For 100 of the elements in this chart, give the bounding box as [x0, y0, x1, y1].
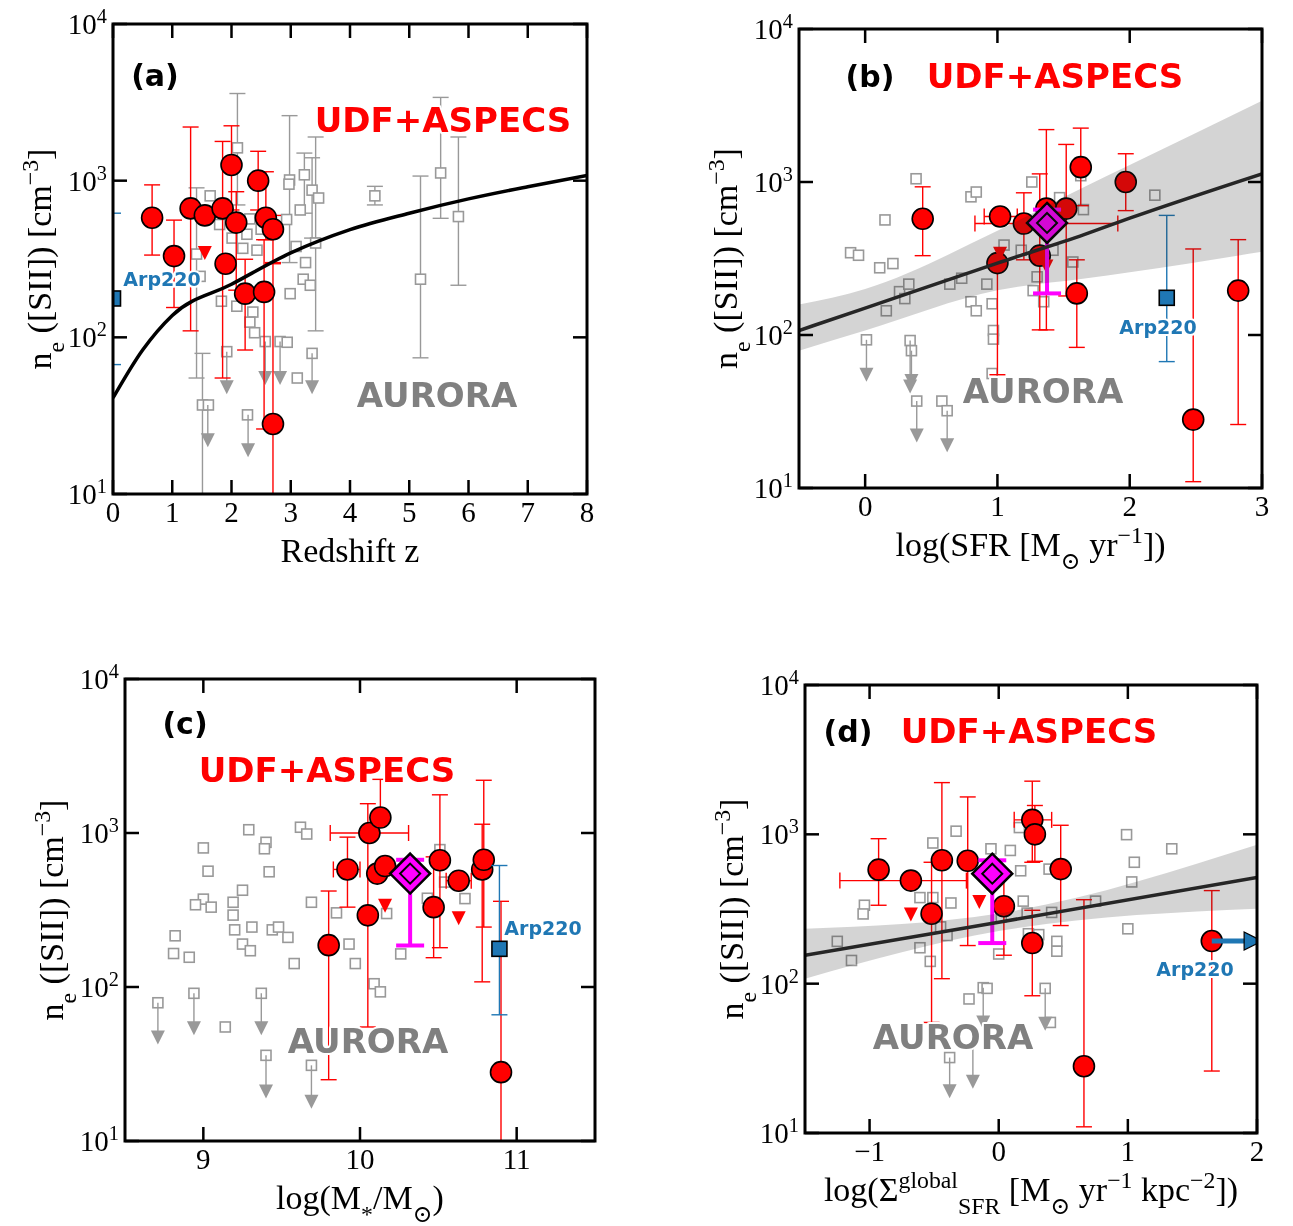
series-label: UDF+ASPECS [198, 749, 456, 790]
y-tick-label: 10$^{2}$ [753, 316, 793, 351]
x-tick-label: 10 [345, 1143, 375, 1175]
x-axis-title: log(M$_{*}$/M$_{⊙}$) [276, 1179, 444, 1226]
text: (a) [131, 57, 179, 93]
y-tick-label: 10$^{4}$ [759, 666, 799, 701]
series-label: UDF+ASPECS [314, 99, 572, 140]
point [291, 372, 304, 384]
series-label: Arp220 [504, 916, 582, 939]
point [911, 207, 934, 231]
point [261, 217, 285, 241]
x-tick-label: 0 [857, 490, 873, 522]
point [220, 153, 243, 177]
point [1004, 844, 1017, 857]
x-tick-label: 0 [991, 1135, 1006, 1167]
y-tick-label: 10$^{3}$ [67, 161, 107, 197]
y-tick-label: 10$^{1}$ [67, 475, 107, 510]
point [283, 178, 295, 190]
y-tick-label: 10$^{1}$ [759, 1114, 799, 1149]
point [248, 326, 261, 339]
point [930, 849, 954, 872]
point [273, 371, 288, 386]
point [188, 987, 200, 1000]
x-tick-label: 0 [105, 496, 121, 528]
point [255, 987, 268, 1000]
point [987, 333, 1000, 345]
point [1051, 945, 1063, 957]
point [305, 896, 318, 909]
point [988, 205, 1012, 228]
point [963, 993, 975, 1005]
point [374, 986, 387, 998]
y-tick-label: 10$^{4}$ [79, 660, 119, 695]
point [920, 902, 943, 926]
point [927, 891, 939, 904]
point [422, 895, 445, 919]
y-tick-label: 10$^{3}$ [753, 163, 793, 198]
point [306, 347, 318, 360]
point [260, 1049, 272, 1062]
point [1025, 201, 1069, 245]
point [1039, 982, 1052, 995]
point [343, 938, 355, 950]
point [981, 278, 993, 290]
point [162, 244, 186, 268]
y-tick-label: 10$^{4}$ [67, 5, 107, 40]
point [227, 896, 239, 909]
point [1031, 271, 1043, 283]
point [434, 167, 447, 179]
point [167, 947, 180, 960]
point [873, 261, 886, 274]
point [859, 367, 874, 382]
point [388, 852, 432, 895]
x-axis-title: Redshift z [280, 532, 420, 569]
point [369, 190, 381, 202]
y-tick-label: 10$^{4}$ [753, 10, 793, 45]
point [956, 849, 980, 873]
point [205, 901, 217, 913]
point [1023, 823, 1047, 846]
point [1065, 282, 1089, 305]
point [246, 921, 258, 933]
x-tick-label: −1 [854, 1135, 885, 1167]
point [304, 1094, 319, 1109]
point [190, 248, 203, 260]
point [241, 409, 254, 421]
point [236, 242, 249, 255]
point [1069, 155, 1093, 179]
point [197, 842, 210, 854]
text: log(Σ$^{global}$$_{SFR}$ [M$_{⊙}$ yr$^{−1}$ kpc$^{−2}$]) [823, 1167, 1239, 1219]
point [284, 287, 296, 300]
point [233, 282, 257, 305]
point [970, 186, 983, 198]
point [150, 1030, 165, 1045]
point [831, 935, 844, 948]
point [244, 944, 257, 957]
x-tick-label: 3 [1254, 490, 1270, 522]
point [204, 190, 216, 202]
point [903, 907, 918, 922]
x-tick-label: 2 [1249, 1135, 1265, 1167]
point [252, 280, 276, 304]
point [281, 336, 293, 349]
point [1149, 189, 1161, 201]
point [914, 891, 926, 904]
point [214, 252, 237, 276]
point [972, 895, 987, 910]
point [1026, 176, 1038, 188]
point [1014, 864, 1027, 877]
point [1072, 1054, 1096, 1078]
point [867, 858, 890, 881]
point [228, 924, 241, 936]
point [219, 380, 234, 395]
point [330, 907, 343, 919]
text: (b) [845, 58, 895, 94]
point [189, 898, 202, 911]
point [369, 806, 392, 829]
point [1181, 408, 1205, 431]
x-tick-label: 9 [196, 1143, 211, 1175]
point [261, 412, 285, 436]
point [304, 279, 317, 292]
point [1158, 289, 1176, 307]
point [358, 821, 381, 845]
point [224, 211, 248, 234]
